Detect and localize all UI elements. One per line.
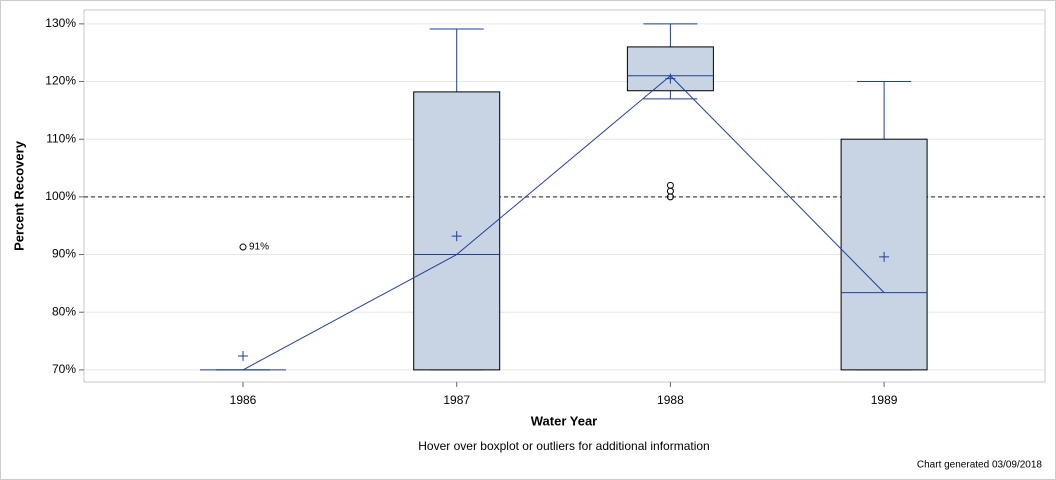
x-axis-title: Water Year [531,413,598,428]
mean-marker [238,351,248,362]
y-tick-label: 90% [52,247,76,261]
median-connector [670,75,885,293]
x-tick-label: 1986 [230,393,257,407]
outlier-label: 91% [249,242,269,253]
y-tick-label: 70% [52,362,76,376]
plot-area [83,9,1046,383]
y-tick-label: 80% [52,304,76,318]
mean-marker [879,251,890,262]
x-tick-label: 1987 [443,393,470,407]
x-tick-label: 1989 [871,393,898,407]
x-tick-label: 1988 [657,393,684,407]
box[interactable] [626,46,714,92]
generated-note: Chart generated 03/09/2018 [917,460,1043,471]
outlier[interactable] [666,193,674,201]
footer: Hover over boxplot or outliers for addit… [418,439,709,453]
y-tick-label: 100% [45,189,76,203]
y-axis-title: Percent Recovery [11,140,26,251]
outlier[interactable] [239,243,247,251]
y-tick-label: 110% [46,131,76,145]
box[interactable] [413,91,501,371]
median-connector [456,75,671,255]
median-connector [242,254,457,371]
mean-marker [451,231,462,242]
y-tick-label: 120% [45,74,76,88]
y-tick-label: 130% [45,16,76,30]
